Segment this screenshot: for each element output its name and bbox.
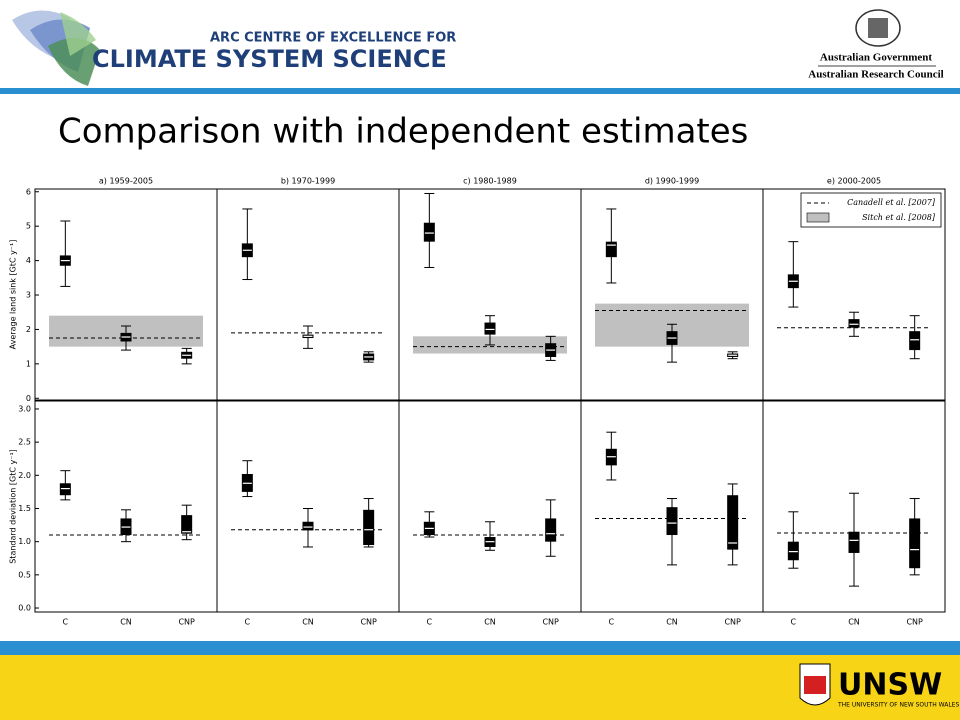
y-tick-label: 1.5 bbox=[18, 504, 31, 513]
y-tick-label: 1 bbox=[26, 359, 31, 368]
x-tick-label: C bbox=[609, 618, 615, 627]
x-tick-label: CN bbox=[484, 618, 496, 627]
x-tick-label: CNP bbox=[724, 618, 741, 627]
x-tick-label: C bbox=[63, 618, 69, 627]
box bbox=[302, 521, 314, 531]
box bbox=[545, 518, 557, 542]
x-tick-label: CN bbox=[302, 618, 314, 627]
y-tick-label: 2.0 bbox=[18, 471, 31, 480]
box bbox=[181, 515, 193, 534]
y-tick-label: 0 bbox=[26, 394, 31, 403]
x-tick-label: CNP bbox=[360, 618, 377, 627]
panel-title: b) 1970-1999 bbox=[281, 177, 335, 186]
box bbox=[848, 531, 860, 553]
x-tick-label: C bbox=[427, 618, 433, 627]
box bbox=[363, 509, 375, 545]
panel-frame bbox=[762, 188, 946, 401]
crest bbox=[855, 9, 901, 47]
slide-title: Comparison with independent estimates bbox=[58, 112, 748, 152]
y-tick-label: 3.0 bbox=[18, 404, 31, 413]
panel-frame bbox=[580, 188, 764, 401]
centre-line2: CLIMATE SYSTEM SCIENCE bbox=[92, 45, 447, 73]
box bbox=[848, 319, 860, 328]
box bbox=[59, 483, 71, 496]
panel-frame bbox=[216, 400, 400, 613]
legend-band-swatch bbox=[806, 212, 830, 223]
panel-title: d) 1990-1999 bbox=[645, 177, 699, 186]
y-tick-label: 0.0 bbox=[18, 604, 31, 613]
box bbox=[666, 507, 678, 536]
x-tick-label: CNP bbox=[178, 618, 195, 627]
y-axis-label: Average land sink [GtC y⁻¹] bbox=[9, 240, 18, 350]
panel-frame bbox=[398, 400, 582, 613]
x-tick-label: CN bbox=[120, 618, 132, 627]
y-tick-label: 1.0 bbox=[18, 537, 31, 546]
y-axis-label: Standard deviation [GtC y⁻¹] bbox=[9, 449, 18, 564]
y-tick-label: 2 bbox=[26, 325, 31, 334]
x-tick-label: CN bbox=[666, 618, 678, 627]
gov-line1: Australian Government bbox=[820, 52, 932, 64]
box bbox=[787, 541, 799, 561]
legend-line-label: Canadell et al. [2007] bbox=[847, 198, 936, 207]
centre-line1: ARC CENTRE OF EXCELLENCE FOR bbox=[210, 31, 456, 46]
unsw-crest bbox=[799, 663, 831, 706]
centre-logo bbox=[12, 10, 100, 86]
box bbox=[605, 241, 617, 258]
box bbox=[727, 495, 739, 550]
x-tick-label: CNP bbox=[906, 618, 923, 627]
box bbox=[423, 222, 435, 242]
gov-line2: Australian Research Council bbox=[808, 69, 943, 81]
header-bar bbox=[0, 88, 960, 94]
chart-grid: a) 1959-2005 Average land sink [GtC y⁻¹] 0… bbox=[9, 177, 946, 627]
footer-bar bbox=[0, 641, 960, 655]
panel-frame bbox=[762, 400, 946, 613]
panel-frame bbox=[34, 400, 218, 613]
box bbox=[909, 518, 921, 569]
unsw-logo: UNSW bbox=[838, 668, 942, 703]
x-tick-label: C bbox=[791, 618, 797, 627]
box bbox=[909, 331, 921, 351]
panel-frame bbox=[216, 188, 400, 401]
y-tick-label: 4 bbox=[26, 256, 31, 265]
box bbox=[484, 322, 496, 335]
y-tick-label: 6 bbox=[26, 187, 31, 196]
y-tick-label: 3 bbox=[26, 291, 31, 300]
unsw-subtext: THE UNIVERSITY OF NEW SOUTH WALES bbox=[837, 702, 959, 709]
x-tick-label: C bbox=[245, 618, 251, 627]
y-tick-label: 2.5 bbox=[18, 438, 31, 447]
legend-band-label: Sitch et al. [2008] bbox=[862, 213, 936, 222]
y-tick-label: 0.5 bbox=[18, 570, 31, 579]
x-tick-label: CNP bbox=[542, 618, 559, 627]
x-tick-label: CN bbox=[848, 618, 860, 627]
panel-frame bbox=[398, 188, 582, 401]
y-tick-label: 5 bbox=[26, 222, 31, 231]
panel-title: e) 2000-2005 bbox=[827, 177, 881, 186]
panel-title: c) 1980-1989 bbox=[463, 177, 517, 186]
panel-title: a) 1959-2005 bbox=[99, 177, 153, 186]
